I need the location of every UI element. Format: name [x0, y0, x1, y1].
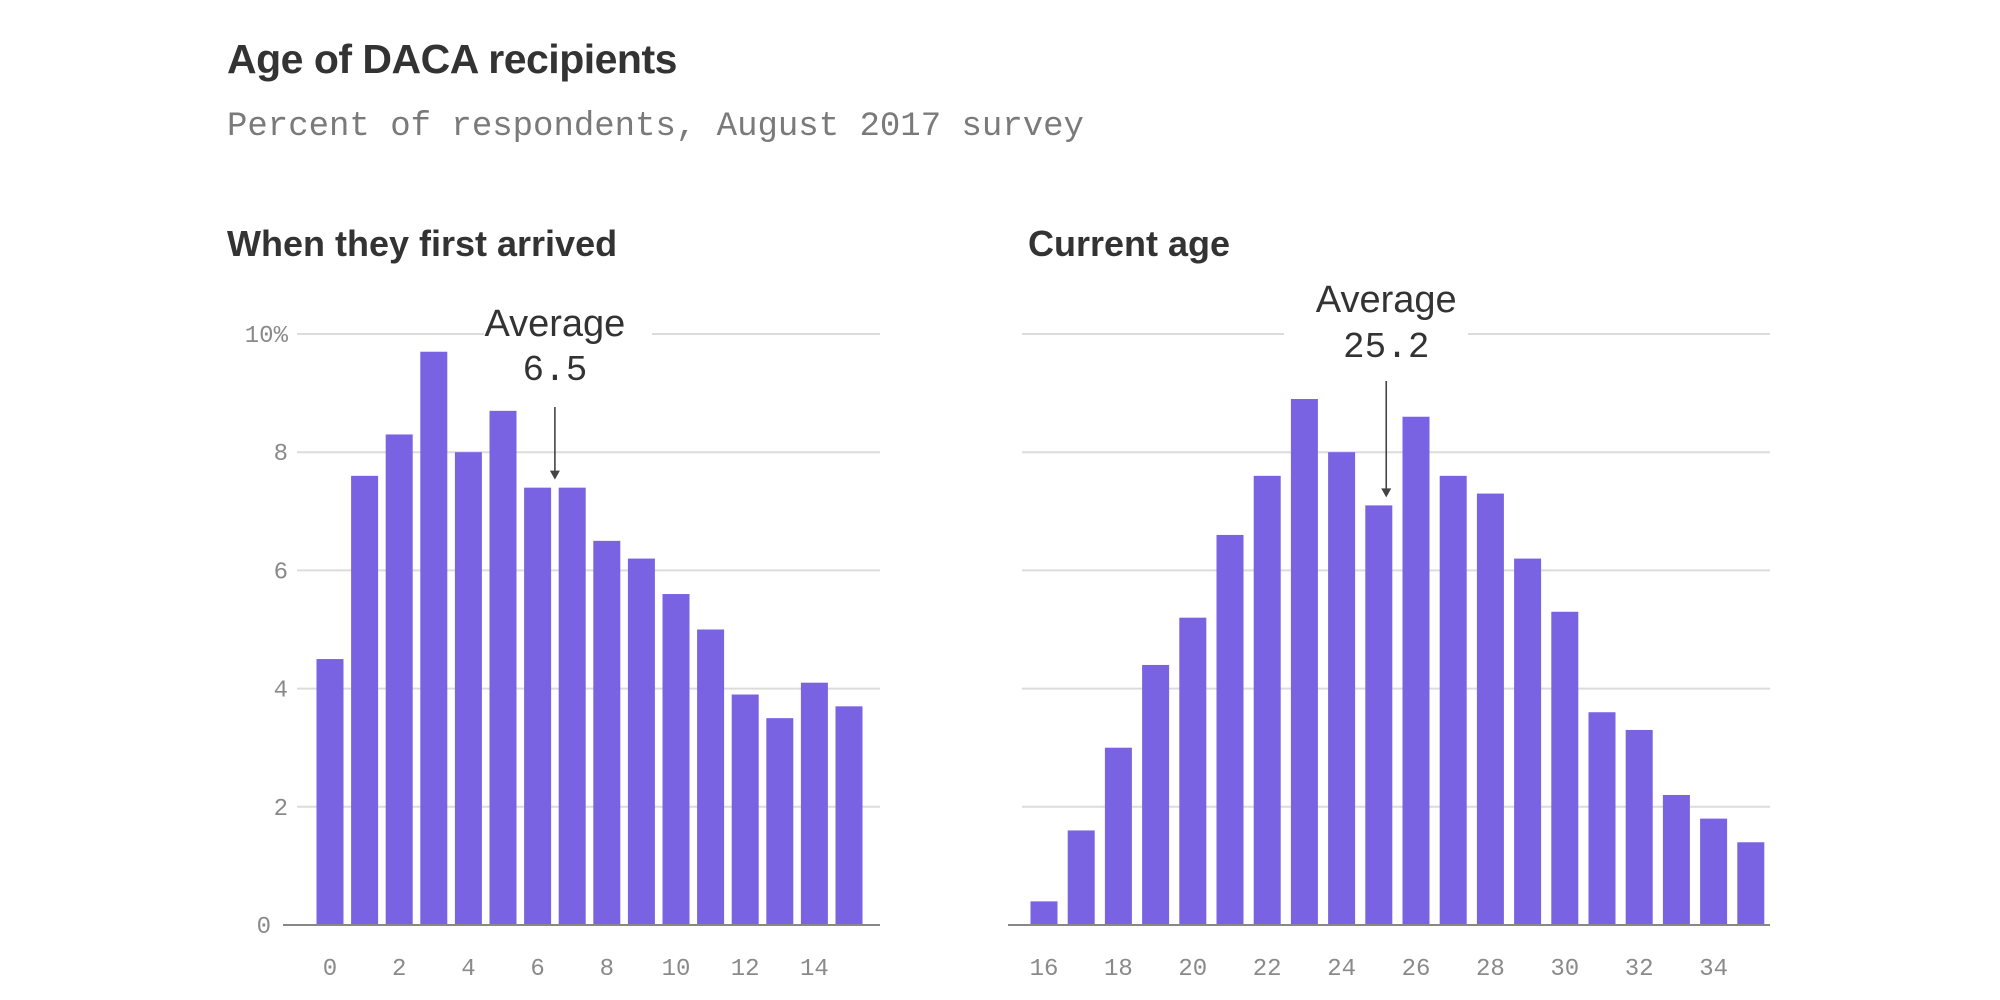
- x-tick-label: 24: [1327, 956, 1356, 983]
- x-tick-label: 28: [1476, 956, 1505, 983]
- bar-26: [1402, 416, 1430, 925]
- bar-24: [1328, 452, 1356, 925]
- average-arrowhead: [1381, 488, 1392, 498]
- bar-5: [489, 410, 517, 926]
- bar-6: [524, 487, 552, 925]
- bar-2: [385, 434, 413, 925]
- average-arrowhead: [549, 470, 560, 480]
- x-tick-label: 34: [1699, 956, 1728, 983]
- x-tick-label: 32: [1625, 956, 1654, 983]
- bar-33: [1662, 794, 1690, 925]
- bar-32: [1625, 729, 1653, 925]
- bar-14: [800, 682, 828, 925]
- chart-subtitle: Percent of respondents, August 2017 surv…: [227, 108, 1084, 146]
- bar-3: [420, 351, 448, 926]
- bar-30: [1551, 611, 1579, 925]
- y-tick-label: 0: [257, 914, 271, 941]
- bar-28: [1476, 493, 1504, 925]
- bar-8: [593, 540, 621, 925]
- bar-31: [1588, 712, 1616, 925]
- x-tick-label: 0: [323, 956, 337, 983]
- bar-15: [835, 706, 863, 925]
- x-tick-label: 20: [1178, 956, 1207, 983]
- y-tick-label: 4: [274, 678, 288, 705]
- panel-title-first-arrived: When they first arrived: [227, 223, 617, 264]
- x-tick-label: 30: [1550, 956, 1579, 983]
- average-value: 25.2: [1343, 327, 1429, 368]
- bar-1: [351, 475, 379, 925]
- bar-23: [1290, 399, 1318, 925]
- bar-16: [1030, 901, 1058, 925]
- bar-19: [1142, 664, 1170, 925]
- bar-12: [731, 694, 759, 925]
- x-tick-label: 26: [1402, 956, 1431, 983]
- panel-title-current-age: Current age: [1028, 223, 1230, 264]
- x-tick-label: 8: [600, 956, 614, 983]
- panel-current-age: Current age 16 18 20 22 24 26 28 30 32 34 Average 2…: [1008, 223, 1770, 983]
- bar-29: [1514, 558, 1542, 925]
- chart-title: Age of DACA recipients: [227, 36, 677, 82]
- y-tick-label: 6: [274, 559, 288, 586]
- x-tick-label: 10: [662, 956, 691, 983]
- bar-0: [316, 659, 344, 925]
- bar-35: [1737, 842, 1765, 925]
- bar-18: [1104, 747, 1132, 925]
- bar-34: [1700, 818, 1728, 925]
- bar-27: [1439, 475, 1467, 925]
- average-value: 6.5: [522, 350, 587, 391]
- average-label: Average: [484, 303, 625, 345]
- bar-17: [1067, 830, 1095, 925]
- x-tick-label: 16: [1030, 956, 1059, 983]
- bar-22: [1253, 475, 1281, 925]
- bar-13: [766, 718, 794, 925]
- x-tick-label: 22: [1253, 956, 1282, 983]
- bar-7: [558, 487, 586, 925]
- bar-4: [454, 452, 482, 925]
- bar-20: [1179, 617, 1207, 925]
- bar-21: [1216, 534, 1244, 925]
- y-tick-label: 2: [274, 796, 288, 823]
- x-tick-label: 14: [800, 956, 829, 983]
- bar-10: [662, 594, 690, 925]
- average-label: Average: [1316, 279, 1457, 321]
- panel-first-arrived: When they first arrived 2 4 6 8 10% 0 0 2 4 6 8 10 1…: [227, 223, 880, 983]
- x-tick-label: 6: [530, 956, 544, 983]
- y-tick-label: 10%: [245, 323, 289, 350]
- bar-11: [697, 629, 725, 925]
- x-tick-label: 4: [461, 956, 475, 983]
- x-tick-label: 12: [731, 956, 760, 983]
- x-tick-label: 2: [392, 956, 406, 983]
- y-tick-label: 8: [274, 441, 288, 468]
- x-tick-label: 18: [1104, 956, 1133, 983]
- bar-25: [1365, 505, 1393, 925]
- bar-9: [627, 558, 655, 925]
